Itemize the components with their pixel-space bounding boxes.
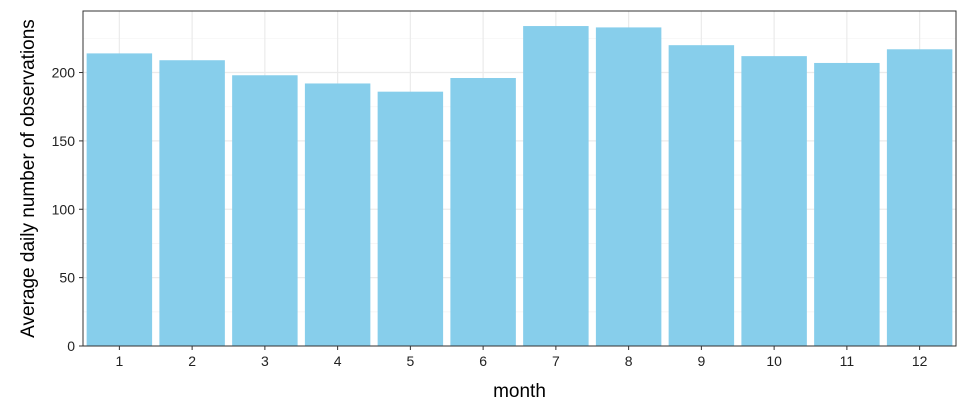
y-tick-label: 100 [52, 201, 76, 217]
x-tick-label: 2 [188, 353, 196, 369]
bar-month-8 [595, 27, 662, 346]
x-tick-label: 8 [625, 353, 633, 369]
y-tick-label: 0 [67, 338, 75, 354]
x-tick-label: 3 [261, 353, 269, 369]
y-tick-label: 50 [59, 270, 75, 286]
bar-month-12 [886, 49, 953, 347]
bar-month-7 [523, 26, 589, 347]
bar-month-2 [159, 60, 225, 347]
x-tick-label: 4 [334, 353, 342, 369]
bar-month-9 [668, 45, 735, 346]
bar-month-5 [377, 91, 444, 347]
bar-month-4 [304, 83, 371, 346]
x-tick-label: 9 [697, 353, 705, 369]
y-axis-title: Average daily number of observations [18, 19, 39, 338]
x-axis: 1 2 3 4 5 6 7 8 9 10 11 12 [115, 346, 928, 369]
panel-border [82, 10, 957, 347]
x-tick-label: 10 [766, 353, 782, 369]
bar-month-10 [741, 56, 807, 347]
y-axis: 0 50 100 150 200 [52, 65, 83, 354]
bars [86, 26, 953, 347]
bar-month-11 [814, 62, 880, 347]
x-tick-label: 11 [840, 353, 855, 369]
y-tick-label: 150 [52, 133, 76, 149]
x-tick-label: 5 [406, 353, 414, 369]
bar-month-3 [232, 75, 298, 346]
x-tick-label: 12 [912, 353, 928, 369]
x-tick-label: 7 [552, 353, 560, 369]
bar-month-6 [450, 78, 516, 346]
x-tick-label: 1 [115, 353, 123, 369]
bar-month-1 [86, 53, 153, 346]
x-axis-title: month [493, 381, 546, 401]
x-tick-label: 6 [479, 353, 487, 369]
y-tick-label: 200 [52, 65, 76, 81]
